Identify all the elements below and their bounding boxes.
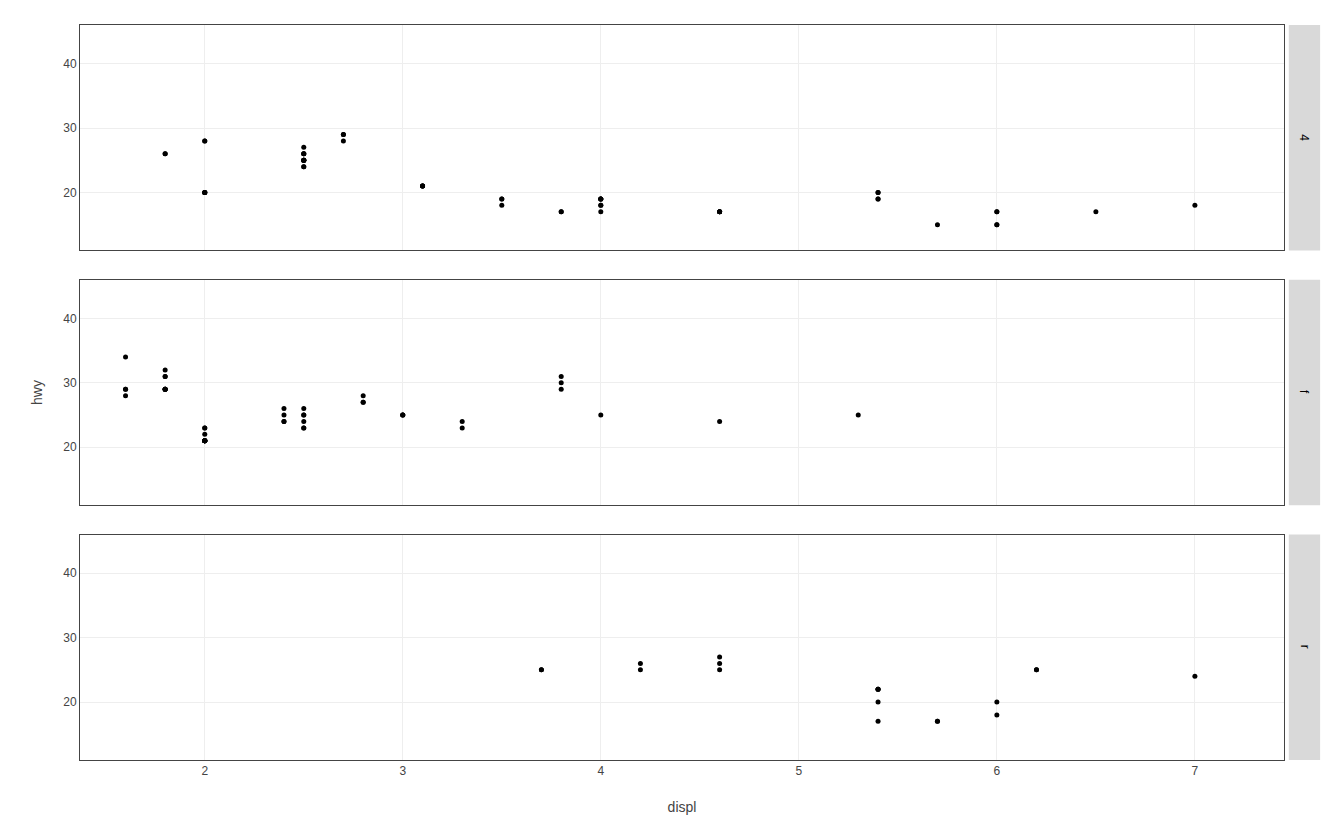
svg-text:30: 30 xyxy=(63,631,77,645)
svg-text:4: 4 xyxy=(1297,134,1311,141)
svg-text:r: r xyxy=(1298,645,1312,649)
svg-text:4: 4 xyxy=(597,764,604,778)
svg-text:5: 5 xyxy=(795,764,802,778)
svg-text:20: 20 xyxy=(63,186,77,200)
svg-text:30: 30 xyxy=(63,121,77,135)
svg-text:f: f xyxy=(1297,390,1311,394)
svg-text:20: 20 xyxy=(63,695,77,709)
svg-text:3: 3 xyxy=(399,764,406,778)
svg-text:hwy: hwy xyxy=(29,380,45,405)
svg-text:40: 40 xyxy=(63,566,77,580)
svg-text:20: 20 xyxy=(63,440,77,454)
svg-text:7: 7 xyxy=(1192,764,1199,778)
svg-text:6: 6 xyxy=(994,764,1001,778)
svg-text:2: 2 xyxy=(201,764,208,778)
svg-text:40: 40 xyxy=(63,312,77,326)
svg-text:30: 30 xyxy=(63,376,77,390)
svg-text:40: 40 xyxy=(63,57,77,71)
svg-text:displ: displ xyxy=(668,799,697,815)
